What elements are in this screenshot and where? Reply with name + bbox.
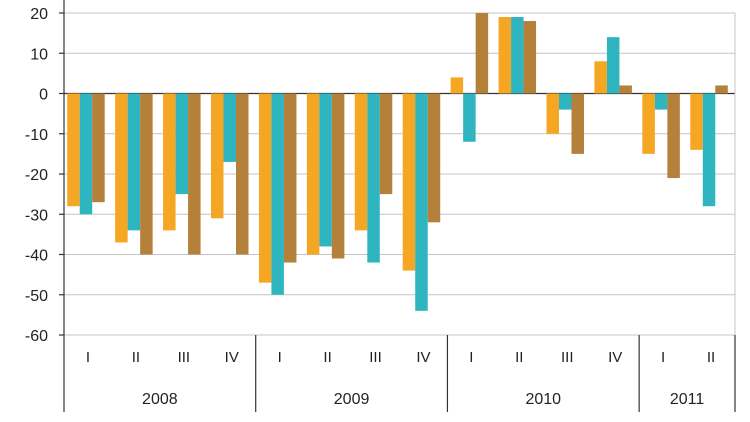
bar xyxy=(415,93,428,311)
y-tick-label: -30 xyxy=(25,207,48,224)
x-tick-label: III xyxy=(561,349,574,366)
bar xyxy=(523,21,537,94)
x-tick-label: I xyxy=(278,349,282,366)
bar xyxy=(188,93,201,255)
x-tick-label: III xyxy=(369,349,382,366)
y-tick-label: -10 xyxy=(25,127,48,144)
x-tick-label: II xyxy=(132,349,140,366)
y-tick-label: 10 xyxy=(30,46,48,63)
x-tick-label: III xyxy=(178,349,191,366)
bar xyxy=(223,93,236,162)
bar xyxy=(715,85,728,94)
bar xyxy=(619,85,632,94)
bar xyxy=(379,93,393,195)
bar xyxy=(546,93,559,134)
bar xyxy=(654,93,668,110)
year-label: 2010 xyxy=(525,391,561,408)
bar xyxy=(163,93,176,231)
x-tick-label: II xyxy=(323,349,331,366)
bar xyxy=(475,13,489,94)
bar xyxy=(306,93,320,255)
bar xyxy=(450,77,464,94)
y-tick-label: -40 xyxy=(25,248,48,265)
bar xyxy=(463,93,476,142)
bar xyxy=(511,17,524,94)
bars xyxy=(67,13,728,311)
bar xyxy=(571,93,584,154)
y-tick-label: -20 xyxy=(25,167,48,184)
bar xyxy=(127,93,141,231)
bar xyxy=(331,93,345,259)
year-label: 2008 xyxy=(142,391,178,408)
bar xyxy=(402,93,416,271)
bar xyxy=(594,61,607,94)
bar xyxy=(354,93,368,231)
y-axis: 20 10 0 -10 -20 -30 -40 -50 -60 xyxy=(25,0,65,345)
bar xyxy=(667,93,680,179)
x-tick-label: IV xyxy=(608,349,622,366)
bar xyxy=(498,17,512,94)
bar xyxy=(236,93,249,255)
bar xyxy=(367,93,380,263)
x-tick-label: IV xyxy=(225,349,239,366)
bar xyxy=(140,93,153,255)
bar xyxy=(115,93,128,243)
x-tick-label: II xyxy=(515,349,523,366)
bar xyxy=(175,93,189,195)
x-tick-label: I xyxy=(86,349,90,366)
y-tick-label: -50 xyxy=(25,288,48,305)
x-tick-label: I xyxy=(469,349,473,366)
bar xyxy=(92,93,105,203)
bar xyxy=(258,93,272,283)
x-tick-label: IV xyxy=(416,349,430,366)
bar xyxy=(319,93,332,247)
y-tick-label: 0 xyxy=(39,87,48,104)
bar xyxy=(79,93,93,215)
x-tick-label: II xyxy=(707,349,715,366)
bar xyxy=(559,93,572,110)
bar xyxy=(702,93,716,207)
bar xyxy=(271,93,284,295)
year-label: 2011 xyxy=(670,391,705,408)
x-tick-label: I xyxy=(661,349,665,366)
bar xyxy=(642,93,655,154)
bar xyxy=(606,37,620,94)
y-tick-label: -60 xyxy=(25,328,48,345)
bar xyxy=(427,93,441,223)
bar xyxy=(211,93,224,219)
bar xyxy=(690,93,703,150)
y-tick-label: 20 xyxy=(30,6,48,23)
year-label: 2009 xyxy=(334,391,370,408)
bar xyxy=(67,93,80,207)
bar xyxy=(283,93,297,263)
